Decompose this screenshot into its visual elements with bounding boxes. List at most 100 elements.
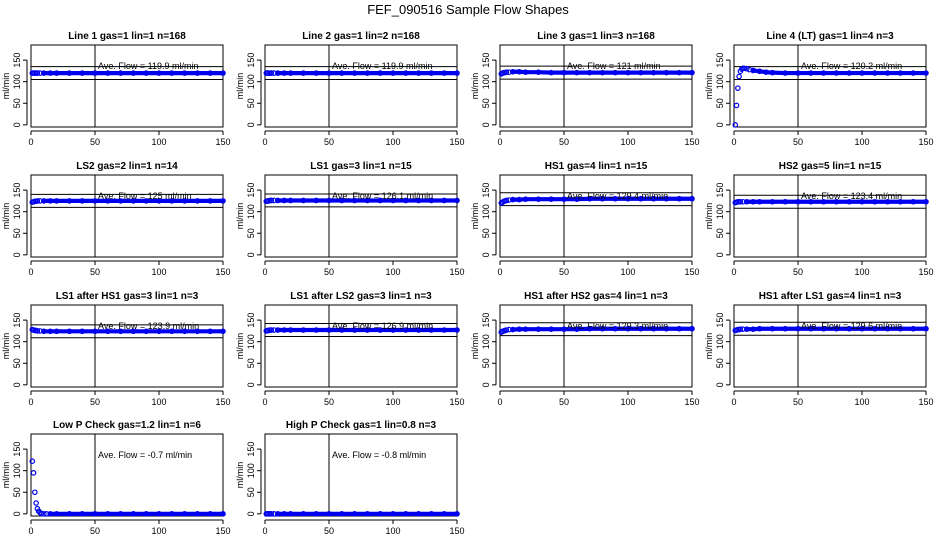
data-point bbox=[741, 65, 748, 72]
chart-title: Line 2 gas=1 lin=2 n=168 bbox=[302, 31, 420, 42]
data-point bbox=[743, 65, 750, 72]
plot-frame bbox=[499, 44, 693, 128]
plot-frame bbox=[499, 304, 693, 388]
x-tick-label: 100 bbox=[620, 267, 635, 277]
data-point bbox=[454, 70, 460, 76]
y-tick-label: 150 bbox=[246, 53, 256, 68]
y-axis-label: ml/min bbox=[704, 203, 714, 230]
x-tick-label: 50 bbox=[793, 137, 803, 147]
y-tick-label: 100 bbox=[12, 204, 22, 219]
plot-frame bbox=[30, 44, 224, 128]
chart-panel-10: LS1 after LS2 gas=3 lin=1 n=3 0 50 100 150 0 5… bbox=[235, 291, 465, 407]
x-tick-label: 0 bbox=[262, 526, 267, 536]
data-series bbox=[498, 325, 695, 335]
data-point bbox=[736, 73, 742, 80]
y-tick-label: 100 bbox=[715, 74, 725, 89]
average-flow-annotation: Ave. Flow = 129.6 ml/min bbox=[801, 321, 902, 331]
plot-frame bbox=[30, 433, 224, 517]
x-tick-label: 150 bbox=[684, 137, 699, 147]
chart-panel-9: LS1 after HS1 gas=3 lin=1 n=3 0 50 100 150 0 5… bbox=[1, 291, 231, 407]
y-tick-label: 50 bbox=[246, 98, 256, 108]
y-tick-label: 50 bbox=[715, 358, 725, 368]
x-tick-label: 100 bbox=[151, 137, 166, 147]
plot-frame bbox=[264, 304, 458, 388]
chart-title: LS2 gas=2 lin=1 n=14 bbox=[76, 161, 178, 172]
y-tick-label: 100 bbox=[12, 463, 22, 478]
chart-panel-11: HS1 after HS2 gas=4 lin=1 n=3 0 50 100 150 0 5… bbox=[470, 291, 700, 407]
y-tick-label: 50 bbox=[481, 98, 491, 108]
x-tick-label: 150 bbox=[918, 137, 933, 147]
average-flow-annotation: Ave. Flow = 123.9 ml/min bbox=[98, 321, 199, 331]
y-tick-label: 100 bbox=[12, 74, 22, 89]
x-tick-label: 150 bbox=[684, 267, 699, 277]
plot-frame bbox=[499, 174, 693, 258]
y-tick-label: 0 bbox=[715, 122, 725, 127]
plot-frame bbox=[733, 44, 927, 128]
y-axis-label: ml/min bbox=[235, 333, 245, 360]
chart-title: Line 3 gas=1 lin=3 n=168 bbox=[537, 31, 655, 42]
chart-panel-5: LS2 gas=2 lin=1 n=140 50 100 150050100150ml… bbox=[1, 161, 231, 277]
data-point bbox=[29, 458, 36, 464]
y-tick-label: 150 bbox=[715, 53, 725, 68]
x-tick-label: 50 bbox=[559, 397, 569, 407]
page-title: FEF_090516 Sample Flow Shapes bbox=[367, 2, 569, 17]
chart-title: High P Check gas=1 lin=0.8 n=3 bbox=[286, 420, 437, 431]
chart-panel-7: HS1 gas=4 lin=1 n=150 50 100 150050100150ml… bbox=[470, 161, 700, 277]
y-tick-label: 50 bbox=[715, 98, 725, 108]
y-axis-label: ml/min bbox=[1, 333, 11, 360]
average-flow-annotation: Ave. Flow = 129.3 ml/min bbox=[567, 321, 668, 331]
y-tick-label: 0 bbox=[12, 511, 22, 516]
x-tick-label: 50 bbox=[559, 267, 569, 277]
y-tick-label: 150 bbox=[12, 313, 22, 328]
y-axis-label: ml/min bbox=[704, 73, 714, 100]
data-series bbox=[29, 326, 226, 335]
data-series bbox=[498, 68, 695, 77]
x-tick-label: 100 bbox=[385, 526, 400, 536]
x-tick-label: 50 bbox=[324, 267, 334, 277]
y-axis-label: ml/min bbox=[470, 333, 480, 360]
average-flow-annotation: Ave. Flow = 129.4 ml/min bbox=[567, 191, 668, 201]
average-flow-annotation: Ave. Flow = 121 ml/min bbox=[567, 61, 661, 71]
y-tick-label: 0 bbox=[12, 252, 22, 257]
data-point bbox=[454, 511, 460, 517]
data-point bbox=[735, 85, 741, 91]
data-point bbox=[454, 197, 460, 204]
y-axis-label: ml/min bbox=[235, 73, 245, 100]
data-series bbox=[29, 70, 226, 76]
y-axis-label: ml/min bbox=[470, 203, 480, 230]
chart-panel-4: Line 4 (LT) gas=1 lin=4 n=3 0 50 100 150 0 50 1… bbox=[704, 31, 934, 147]
y-tick-label: 50 bbox=[481, 228, 491, 238]
data-point bbox=[454, 327, 460, 333]
data-series bbox=[263, 511, 460, 517]
y-tick-label: 100 bbox=[246, 334, 256, 349]
average-flow-annotation: Ave. Flow = -0.7 ml/min bbox=[98, 450, 192, 460]
chart-panel-14: High P Check gas=1 lin=0.8 n=3 0 50 100 150 0… bbox=[235, 420, 465, 536]
y-tick-label: 150 bbox=[246, 313, 256, 328]
data-point bbox=[733, 102, 740, 109]
data-point bbox=[220, 328, 226, 335]
y-tick-label: 100 bbox=[12, 334, 22, 349]
y-tick-label: 100 bbox=[481, 334, 491, 349]
y-tick-label: 50 bbox=[481, 358, 491, 368]
data-point bbox=[923, 70, 929, 76]
chart-title: HS1 after LS1 gas=4 lin=1 n=3 bbox=[759, 291, 902, 302]
x-tick-label: 50 bbox=[324, 137, 334, 147]
x-tick-label: 50 bbox=[90, 137, 100, 147]
y-tick-label: 100 bbox=[481, 204, 491, 219]
y-tick-label: 150 bbox=[246, 442, 256, 457]
x-tick-label: 100 bbox=[151, 267, 166, 277]
x-tick-label: 0 bbox=[262, 397, 267, 407]
data-series bbox=[732, 198, 929, 206]
average-flow-annotation: Ave. Flow = 126.9 ml/min bbox=[332, 321, 433, 331]
plot-frame bbox=[733, 304, 927, 388]
y-tick-label: 50 bbox=[715, 228, 725, 238]
y-tick-label: 150 bbox=[715, 183, 725, 198]
y-tick-label: 0 bbox=[246, 511, 256, 516]
y-tick-label: 150 bbox=[481, 53, 491, 68]
data-point bbox=[268, 70, 275, 76]
data-point bbox=[923, 325, 929, 332]
x-tick-label: 0 bbox=[262, 267, 267, 277]
chart-panel-3: Line 3 gas=1 lin=3 n=168 0 50 100 150 0 50 100 1… bbox=[470, 31, 700, 147]
data-point bbox=[40, 511, 47, 517]
y-tick-label: 0 bbox=[246, 252, 256, 257]
